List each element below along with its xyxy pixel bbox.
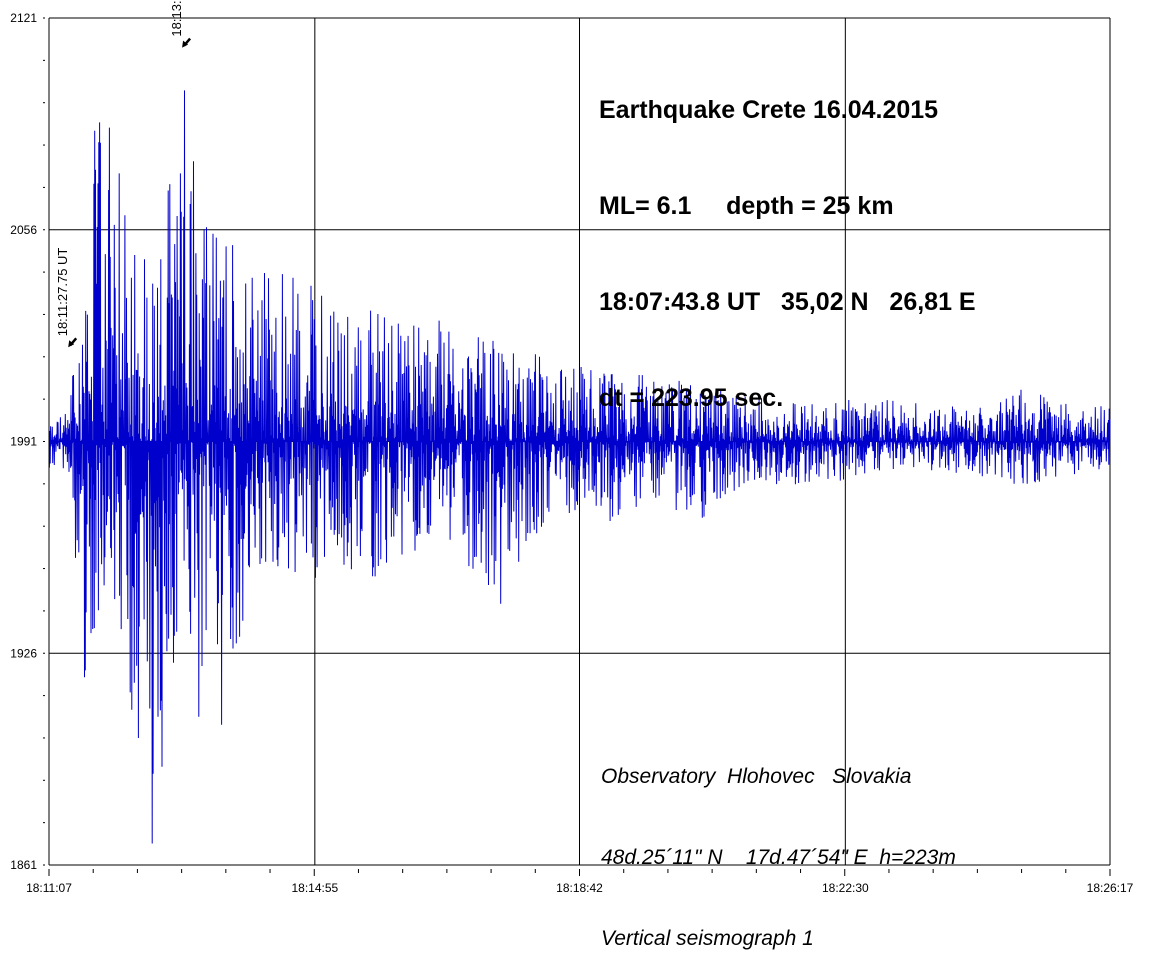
x-tick-label: 18:14:55 (291, 881, 338, 895)
observatory-name: Observatory Hlohovec Slovakia (601, 765, 912, 788)
arrival-annotation: 18:11:27.75 UT (55, 248, 70, 337)
y-tick-label: 1861 (10, 858, 37, 872)
info-dt: dt = 223.95 sec. (599, 384, 784, 412)
earthquake-info: Earthquake Crete 16.04.2015 ML= 6.1 dept… (599, 30, 976, 446)
info-magnitude-depth: ML= 6.1 depth = 25 km (599, 192, 894, 220)
info-time-location: 18:07:43.8 UT 35,02 N 26,81 E (599, 288, 976, 316)
observatory-info: Observatory Hlohovec Slovakia 48d.25´11"… (601, 709, 956, 979)
seismogram-chart: 1861 1926 1991 2056 2121 18:11:07 18:14:55 18:1… (10, 0, 1133, 895)
seismogram-line (48, 90, 1111, 844)
y-tick-label: 1926 (10, 646, 37, 660)
y-tick-label: 2121 (10, 11, 37, 25)
instrument: Vertical seismograph 1 (601, 927, 814, 950)
ticks (43, 17, 1111, 876)
x-tick-label: 18:22:30 (822, 881, 869, 895)
arrival-annotation: 18:13:05.43 UT (169, 0, 184, 37)
annotations: 18:11:27.75 UT 18:13:05.43 UT (55, 0, 192, 348)
seismogram-trace (48, 90, 1111, 844)
observatory-coords: 48d.25´11" N 17d.47´54" E h=223m (601, 846, 956, 869)
y-tick-label: 1991 (10, 435, 37, 449)
tick-labels: 1861 1926 1991 2056 2121 18:11:07 18:14:55 18:1… (10, 11, 1133, 895)
info-title: Earthquake Crete 16.04.2015 (599, 96, 939, 124)
axes (48, 18, 1110, 866)
arrow-head-icon (68, 340, 75, 348)
y-tick-label: 2056 (10, 223, 37, 237)
x-tick-label: 18:26:17 (1087, 881, 1134, 895)
arrow-head-icon (182, 40, 189, 48)
x-tick-label: 18:18:42 (556, 881, 603, 895)
x-tick-label: 18:11:07 (26, 881, 72, 895)
